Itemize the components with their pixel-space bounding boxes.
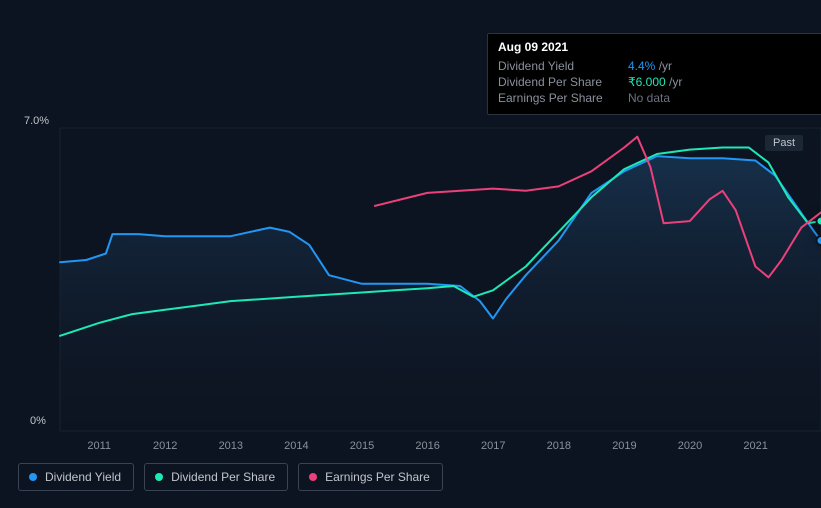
x-axis-tick-label: 2014 [284, 440, 308, 452]
x-axis-tick-label: 2017 [481, 440, 505, 452]
chart-area-fill [60, 156, 821, 431]
past-marker: Past [765, 135, 803, 151]
chart-container: Aug 09 2021 Dividend Yield4.4% /yrDivide… [18, 10, 803, 450]
x-axis-tick-label: 2011 [87, 440, 111, 452]
legend-label: Earnings Per Share [325, 470, 430, 484]
tooltip-row-label: Dividend Yield [498, 59, 628, 73]
tooltip-date: Aug 09 2021 [498, 40, 812, 54]
chart-legend: Dividend Yield Dividend Per Share Earnings… [18, 463, 443, 491]
legend-dot-icon [29, 473, 37, 481]
x-axis-tick-label: 2020 [678, 440, 702, 452]
x-axis-tick-label: 2012 [153, 440, 177, 452]
x-axis-tick-label: 2021 [743, 440, 767, 452]
tooltip-row-value: 4.4% /yr [628, 59, 672, 73]
x-axis-tick-label: 2013 [219, 440, 243, 452]
x-axis-tick-label: 2019 [612, 440, 636, 452]
x-axis-tick-label: 2018 [547, 440, 571, 452]
legend-item-earnings-per-share[interactable]: Earnings Per Share [298, 463, 443, 491]
legend-label: Dividend Per Share [171, 470, 275, 484]
tooltip-row: Earnings Per ShareNo data [498, 90, 812, 106]
legend-item-dividend-yield[interactable]: Dividend Yield [18, 463, 134, 491]
tooltip-row-label: Dividend Per Share [498, 75, 628, 89]
tooltip-row-label: Earnings Per Share [498, 91, 628, 105]
tooltip-row: Dividend Yield4.4% /yr [498, 58, 812, 74]
x-axis-tick-label: 2016 [415, 440, 439, 452]
tooltip-row-value: ₹6.000 /yr [628, 75, 682, 89]
legend-item-dividend-per-share[interactable]: Dividend Per Share [144, 463, 288, 491]
tooltip-row: Dividend Per Share₹6.000 /yr [498, 74, 812, 90]
legend-label: Dividend Yield [45, 470, 121, 484]
chart-tooltip: Aug 09 2021 Dividend Yield4.4% /yrDivide… [487, 33, 821, 115]
legend-dot-icon [155, 473, 163, 481]
x-axis-tick-label: 2015 [350, 440, 374, 452]
legend-dot-icon [309, 473, 317, 481]
tooltip-row-value: No data [628, 91, 670, 105]
